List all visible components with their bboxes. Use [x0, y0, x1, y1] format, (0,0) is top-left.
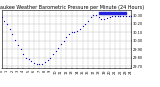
- Point: [114, 16, 116, 17]
- Point: [41, 63, 43, 64]
- Point: [111, 16, 114, 17]
- Point: [8, 28, 11, 30]
- Point: [119, 15, 122, 16]
- Point: [33, 62, 35, 64]
- Point: [27, 59, 30, 60]
- Point: [62, 40, 65, 41]
- Point: [84, 23, 87, 25]
- Point: [30, 60, 33, 62]
- Point: [130, 15, 132, 16]
- Point: [100, 18, 103, 20]
- Point: [6, 23, 8, 25]
- Point: [127, 15, 130, 16]
- Point: [22, 54, 24, 55]
- Point: [71, 32, 73, 33]
- Point: [52, 54, 54, 55]
- Point: [87, 20, 89, 21]
- Point: [98, 17, 100, 18]
- Point: [89, 17, 92, 18]
- Point: [79, 28, 81, 30]
- Point: [46, 60, 49, 61]
- Point: [73, 32, 76, 33]
- Point: [35, 63, 38, 64]
- Point: [38, 64, 41, 65]
- Point: [68, 33, 70, 35]
- Point: [54, 50, 57, 52]
- Point: [106, 17, 108, 19]
- Point: [108, 17, 111, 18]
- Point: [19, 49, 22, 50]
- Point: [92, 14, 95, 15]
- Point: [103, 18, 105, 20]
- Point: [57, 47, 60, 48]
- Point: [65, 37, 68, 38]
- Point: [3, 20, 6, 21]
- Point: [116, 15, 119, 16]
- Point: [49, 57, 52, 58]
- Bar: [99, 12, 126, 14]
- Point: [122, 15, 124, 16]
- Title: Milwaukee Weather Barometric Pressure per Minute (24 Hours): Milwaukee Weather Barometric Pressure pe…: [0, 5, 144, 10]
- Point: [81, 26, 84, 27]
- Point: [16, 44, 19, 46]
- Point: [76, 30, 78, 31]
- Point: [0, 17, 3, 18]
- Point: [124, 15, 127, 16]
- Point: [95, 14, 97, 15]
- Point: [14, 39, 16, 41]
- Point: [25, 57, 27, 58]
- Point: [60, 44, 62, 45]
- Point: [11, 33, 14, 35]
- Point: [44, 61, 46, 63]
